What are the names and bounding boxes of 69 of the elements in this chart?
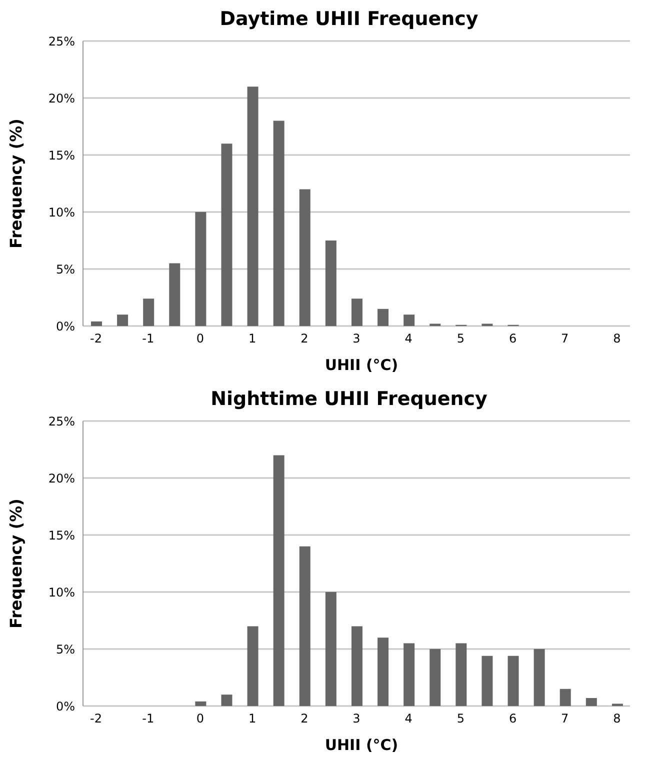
bar bbox=[534, 649, 545, 706]
y-tick-label: 15% bbox=[48, 528, 75, 542]
x-tick-label: -2 bbox=[90, 332, 102, 346]
x-tick-label: -1 bbox=[142, 712, 154, 726]
bar bbox=[195, 701, 206, 706]
chart-title: Daytime UHII Frequency bbox=[218, 8, 480, 32]
bar bbox=[430, 649, 441, 706]
bar bbox=[404, 643, 415, 706]
chart-title: Nighttime UHII Frequency bbox=[210, 388, 488, 412]
bar bbox=[351, 298, 362, 326]
y-tick-label: 15% bbox=[48, 148, 75, 162]
bar bbox=[351, 626, 362, 706]
x-tick-label: 4 bbox=[404, 332, 412, 346]
y-tick-label: 5% bbox=[56, 642, 75, 656]
y-tick-label: 20% bbox=[48, 91, 75, 106]
bar bbox=[482, 656, 493, 706]
bar bbox=[221, 694, 232, 706]
x-tick-label: 6 bbox=[508, 332, 517, 346]
y-tick-label: 0% bbox=[56, 699, 75, 714]
bar bbox=[169, 263, 180, 326]
y-tick-label: 25% bbox=[48, 414, 75, 428]
y-axis-title: Frequency (%) bbox=[6, 118, 26, 248]
x-tick-label: 0 bbox=[196, 712, 204, 726]
x-tick-label: 8 bbox=[613, 712, 621, 726]
bar bbox=[299, 546, 310, 706]
x-tick-label: 1 bbox=[248, 332, 256, 346]
bar bbox=[117, 314, 128, 326]
x-tick-label: 3 bbox=[352, 712, 360, 726]
bar bbox=[195, 212, 206, 326]
x-tick-label: -1 bbox=[142, 332, 154, 346]
bar bbox=[378, 638, 389, 706]
y-tick-label: 5% bbox=[56, 262, 75, 276]
y-axis-title: Frequency (%) bbox=[6, 498, 26, 628]
x-tick-label: 2 bbox=[300, 712, 308, 726]
bar bbox=[560, 688, 571, 706]
x-tick-label: 3 bbox=[352, 332, 360, 346]
x-tick-label: 8 bbox=[613, 332, 621, 346]
y-tick-label: 10% bbox=[48, 205, 75, 220]
x-tick-label: -2 bbox=[90, 712, 102, 726]
x-tick-label: 1 bbox=[248, 712, 256, 726]
bar bbox=[586, 698, 597, 706]
bar bbox=[221, 144, 232, 326]
bar bbox=[143, 298, 154, 326]
bar bbox=[404, 314, 415, 326]
bar bbox=[273, 455, 284, 706]
x-axis-title: UHII (°C) bbox=[324, 356, 400, 374]
bar bbox=[91, 321, 102, 326]
x-tick-label: 2 bbox=[300, 332, 308, 346]
x-tick-label: 4 bbox=[404, 712, 412, 726]
y-tick-label: 10% bbox=[48, 585, 75, 600]
x-tick-label: 7 bbox=[561, 712, 569, 726]
x-tick-label: 6 bbox=[508, 712, 517, 726]
bar bbox=[299, 189, 310, 326]
bar bbox=[508, 656, 519, 706]
x-tick-label: 5 bbox=[456, 332, 465, 346]
y-tick-label: 0% bbox=[56, 319, 75, 334]
bar bbox=[456, 643, 467, 706]
x-tick-label: 0 bbox=[196, 332, 204, 346]
y-tick-label: 20% bbox=[48, 471, 75, 486]
bar bbox=[273, 120, 284, 326]
x-axis-title: UHII (°C) bbox=[324, 736, 400, 754]
bar bbox=[325, 240, 336, 326]
bar bbox=[378, 308, 389, 326]
x-tick-label: 7 bbox=[561, 332, 569, 346]
bar bbox=[247, 626, 258, 706]
x-tick-label: 5 bbox=[456, 712, 465, 726]
y-tick-label: 25% bbox=[48, 34, 75, 48]
bar bbox=[247, 86, 258, 326]
bar bbox=[325, 592, 336, 706]
